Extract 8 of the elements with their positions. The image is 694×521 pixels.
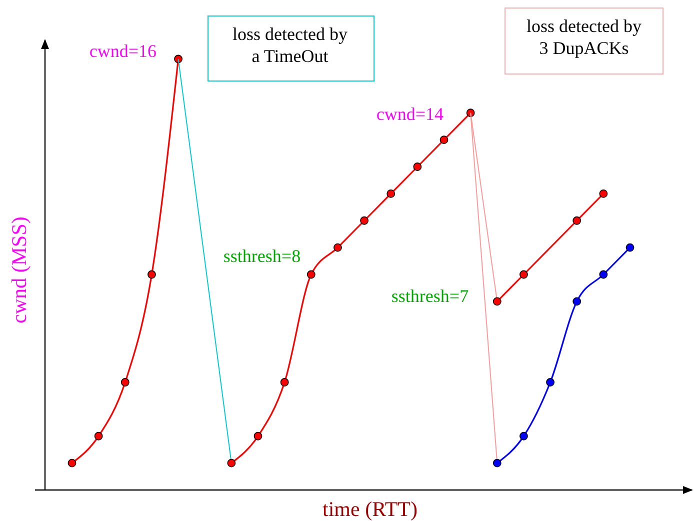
annotation: loss detected by a TimeOut bbox=[232, 24, 348, 66]
annotation: cwnd=16 bbox=[89, 41, 157, 61]
text: loss detected by 3 DupACKs bbox=[526, 16, 642, 58]
y-axis-title: cwnd (MSS) bbox=[7, 216, 31, 324]
annotation: cwnd=14 bbox=[376, 104, 444, 124]
annotation: ssthresh=8 bbox=[223, 246, 301, 266]
annotation: ssthresh=7 bbox=[391, 286, 469, 306]
x-axis-title: time (RTT) bbox=[322, 497, 418, 521]
